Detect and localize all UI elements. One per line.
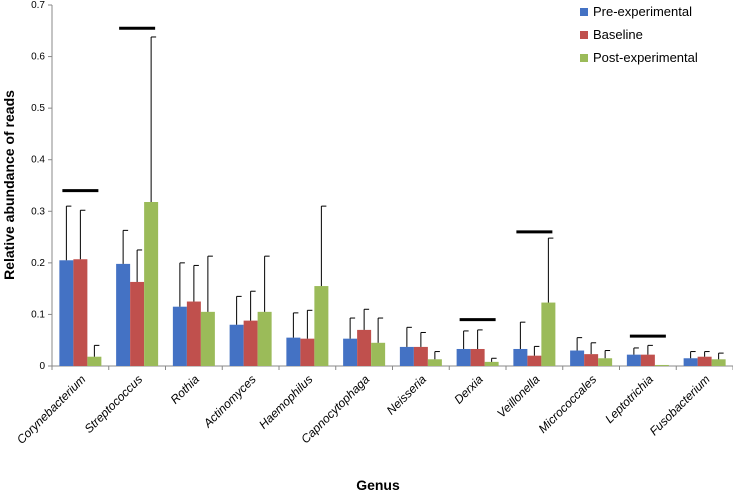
y-tick-label: 0.2 [31,258,45,269]
y-tick-label: 0.5 [31,103,45,114]
y-tick-label: 0 [39,361,45,372]
bars-group [59,202,726,366]
x-category-label: Derxia [451,372,486,407]
bar-leptotrichia-pre-experimental [626,354,641,366]
bar-derxia-post-experimental [484,361,499,366]
bar-actinomyces-baseline [243,320,258,366]
y-tick-label: 0.4 [31,155,45,166]
x-category-label: Veillonella [494,372,542,420]
bar-neisseria-post-experimental [427,359,442,366]
x-category-label: Fusobacterium [647,372,713,438]
bar-haemophilus-baseline [300,338,315,366]
y-tick-label: 0.7 [31,0,45,11]
bar-corynebacterium-baseline [73,259,88,366]
legend: Pre-experimental Baseline Post-experimenta… [580,4,698,65]
significance-marks-group [62,26,666,338]
bar-rothia-post-experimental [200,311,215,366]
x-category-label: Corynebacterium [14,372,89,447]
bar-streptococcus-pre-experimental [116,263,131,366]
bar-streptococcus-baseline [130,281,145,366]
y-tick-label: 0.6 [31,52,45,63]
bar-leptotrichia-post-experimental [654,364,669,366]
legend-label: Pre-experimental [593,4,692,19]
bar-derxia-baseline [470,348,485,366]
bar-fusobacterium-post-experimental [711,359,726,366]
x-category-label: Leptotrichia [602,372,656,426]
x-category-label: Rothia [168,372,203,407]
bar-derxia-pre-experimental [456,348,471,366]
bar-capnocytophaga-pre-experimental [343,338,358,366]
legend-swatch [580,54,588,62]
bar-neisseria-pre-experimental [399,346,414,366]
bar-corynebacterium-post-experimental [87,356,102,366]
bar-veillonella-pre-experimental [513,348,528,366]
legend-swatch [580,31,588,39]
legend-label: Post-experimental [593,50,698,65]
bar-micrococcales-pre-experimental [570,350,585,366]
x-category-label: Haemophilus [256,372,315,431]
legend-label: Baseline [593,27,643,42]
bar-capnocytophaga-post-experimental [371,342,386,366]
plot-area [51,5,733,370]
bar-veillonella-baseline [527,355,542,366]
legend-swatch [580,8,588,16]
error-bars-group [65,36,724,362]
bar-fusobacterium-baseline [697,356,712,366]
bar-neisseria-baseline [413,346,428,366]
bar-fusobacterium-pre-experimental [683,358,698,366]
bar-capnocytophaga-baseline [357,329,372,366]
bar-rothia-baseline [186,301,201,366]
bar-leptotrichia-baseline [640,354,655,366]
bar-streptococcus-post-experimental [144,202,159,366]
x-category-label: Streptococcus [82,372,146,436]
bar-micrococcales-baseline [584,354,599,366]
y-ticks-group: 0 0.1 0.2 0.3 0.4 0.5 0.6 0.7 [31,0,52,372]
y-tick-label: 0.1 [31,309,45,320]
bar-corynebacterium-pre-experimental [59,260,74,366]
y-tick-label: 0.3 [31,206,45,217]
bar-actinomyces-post-experimental [257,311,272,366]
bar-haemophilus-pre-experimental [286,337,301,366]
x-category-label: Actinomyces [200,372,259,431]
y-axis-title: Relative abundance of reads [1,90,17,280]
bar-haemophilus-post-experimental [314,286,329,366]
x-axis-title: Genus [356,477,400,493]
x-category-label: Neisseria [384,372,429,417]
bar-micrococcales-post-experimental [598,358,613,366]
bar-rothia-pre-experimental [172,306,187,366]
x-category-label: Micrococcales [536,372,600,436]
bar-actinomyces-pre-experimental [229,324,244,366]
bar-veillonella-post-experimental [541,302,556,366]
